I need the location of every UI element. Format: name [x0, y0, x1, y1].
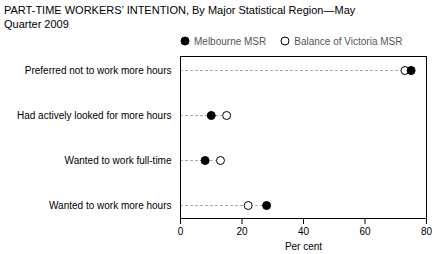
- svg-text:20: 20: [236, 226, 248, 237]
- svg-text:0: 0: [178, 226, 184, 237]
- svg-text:Preferred not to work more hou: Preferred not to work more hours: [25, 65, 172, 76]
- svg-text:40: 40: [298, 226, 310, 237]
- svg-text:Per cent: Per cent: [285, 241, 322, 252]
- svg-text:80: 80: [421, 226, 433, 237]
- svg-text:Wanted to work full-time: Wanted to work full-time: [65, 155, 172, 166]
- svg-text:Wanted to work more hours: Wanted to work more hours: [49, 200, 171, 211]
- html-text:Balance of Victoria MSR: Balance of Victoria MSR: [294, 35, 403, 47]
- html-text:PART-TIME WORKERS’ INTENTION,: PART-TIME WORKERS’ INTENTION, By Major S…: [4, 4, 356, 30]
- svg-text:Had actively looked for more h: Had actively looked for more hours: [17, 110, 172, 121]
- svg-text:60: 60: [359, 226, 371, 237]
- html-text:Melbourne MSR: Melbourne MSR: [194, 35, 267, 47]
